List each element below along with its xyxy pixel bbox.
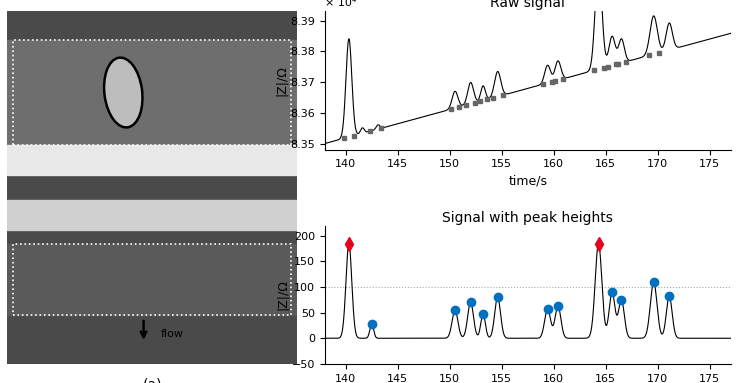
Text: × 10⁴: × 10⁴: [325, 0, 356, 8]
Ellipse shape: [104, 57, 142, 128]
Title: Signal with peak heights: Signal with peak heights: [442, 211, 613, 224]
Text: (a): (a): [142, 378, 162, 383]
Title: Raw signal: Raw signal: [490, 0, 565, 10]
Bar: [7, 146, 297, 175]
Bar: [7, 244, 297, 314]
X-axis label: time/s: time/s: [508, 175, 548, 188]
Bar: [7, 40, 297, 146]
Y-axis label: |Z|/Ω: |Z|/Ω: [276, 279, 289, 310]
Text: flow: flow: [161, 329, 184, 339]
Y-axis label: |Z|/Ω: |Z|/Ω: [275, 65, 288, 96]
Bar: [7, 200, 297, 230]
